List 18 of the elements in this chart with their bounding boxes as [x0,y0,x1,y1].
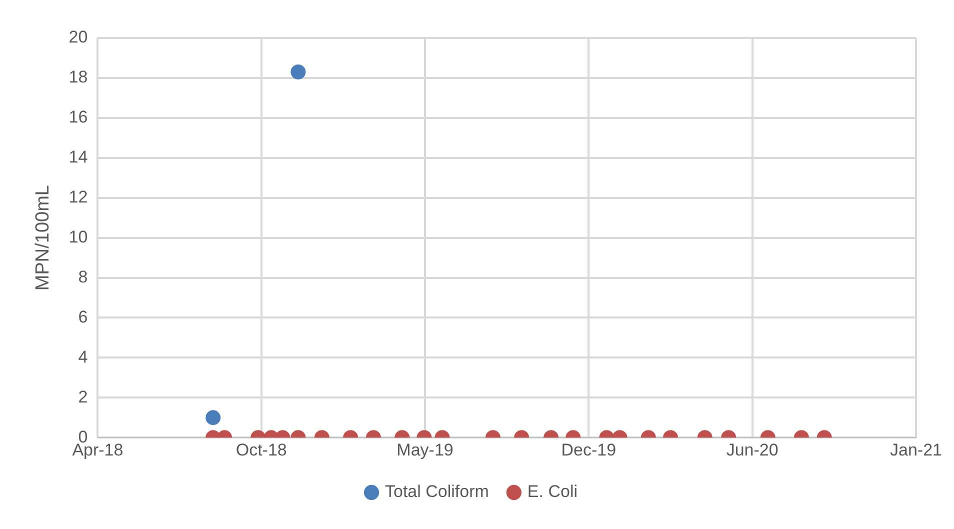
x-tick-label: Jun-20 [726,440,778,460]
y-tick-label: 14 [68,148,88,167]
x-tick-label: Jan-21 [890,440,942,460]
legend-label: E. Coli [527,482,578,502]
y-axis-title: MPN/100mL [32,184,54,291]
y-tick-label: 4 [78,347,88,366]
legend-label: Total Coliform [385,482,489,502]
y-tick-label: 12 [68,188,88,207]
y-tick-label: 16 [68,108,88,127]
x-tick-label: Dec-19 [561,440,616,460]
x-tick-label: May-19 [396,440,454,460]
x-tick-label: Oct-18 [236,440,287,460]
y-tick-label: 18 [68,68,88,87]
y-tick-label: 6 [78,307,88,326]
y-tick-label: 8 [78,267,88,286]
y-tick-label: 2 [78,387,88,406]
y-tick-label: 20 [68,28,88,47]
y-tick-label: 10 [68,227,88,246]
